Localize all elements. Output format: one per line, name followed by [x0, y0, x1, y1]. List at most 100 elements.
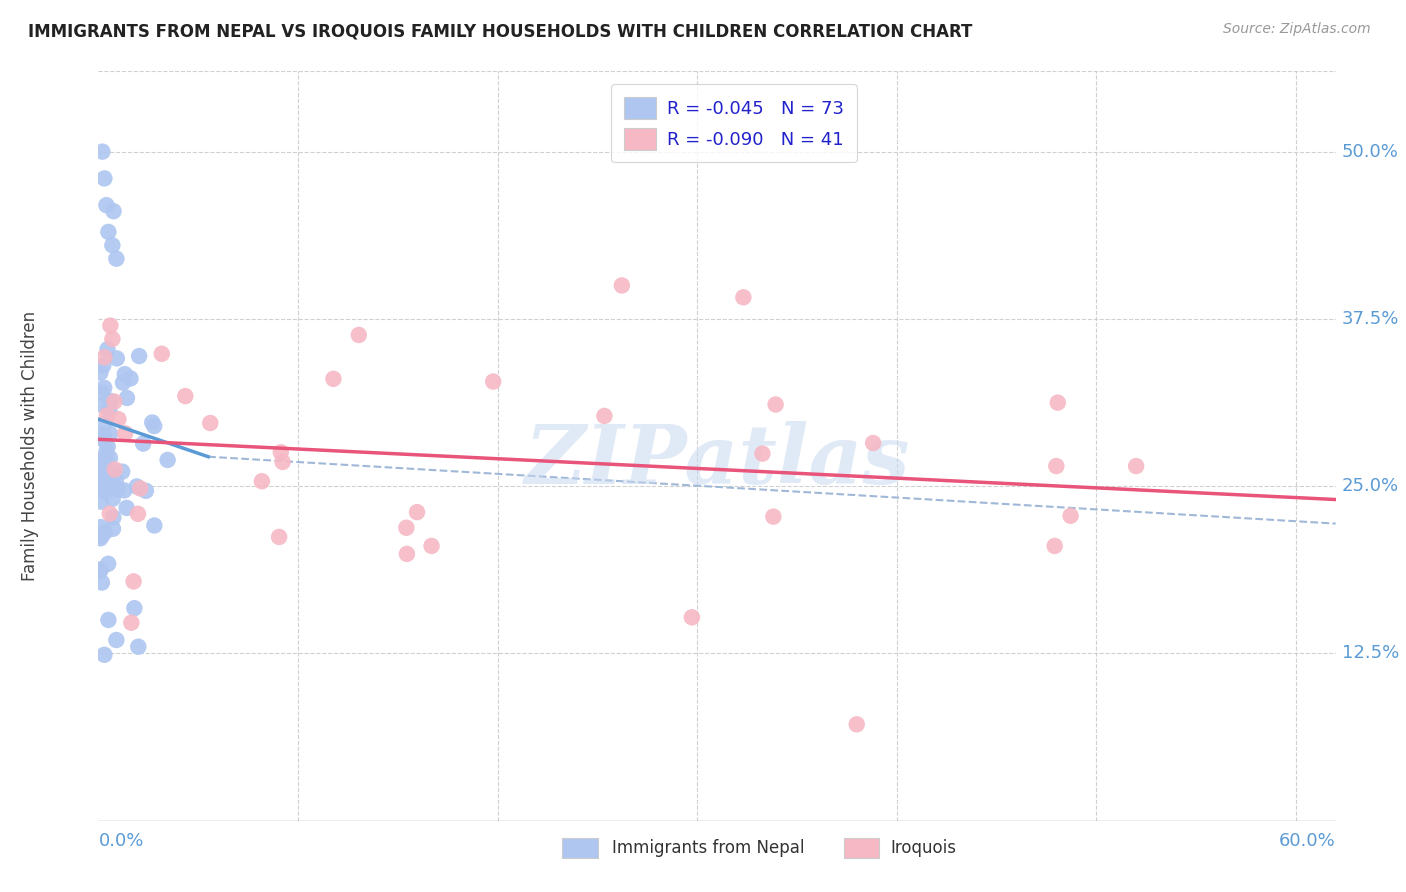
Point	[90, 575, 112, 590]
Point	[129, 482, 152, 496]
Point	[89, 468, 111, 483]
Point	[103, 510, 125, 524]
Point	[120, 371, 142, 385]
FancyBboxPatch shape	[562, 838, 598, 858]
Point	[127, 507, 149, 521]
Point	[100, 482, 122, 496]
Text: Source: ZipAtlas.com: Source: ZipAtlas.com	[1223, 22, 1371, 37]
Point	[112, 483, 135, 498]
Point	[482, 375, 505, 389]
Point	[420, 539, 443, 553]
Point	[103, 394, 125, 409]
Point	[93, 648, 115, 662]
Point	[93, 417, 115, 432]
Point	[762, 509, 785, 524]
Point	[395, 547, 418, 561]
FancyBboxPatch shape	[844, 838, 879, 858]
Point	[135, 483, 157, 498]
Point	[89, 475, 111, 490]
Point	[395, 521, 418, 535]
Point	[156, 453, 179, 467]
Point	[111, 465, 134, 479]
Point	[100, 471, 122, 485]
Point	[103, 204, 125, 219]
Point	[610, 278, 633, 293]
Point	[97, 225, 120, 239]
Point	[122, 574, 145, 589]
Point	[104, 462, 127, 476]
Point	[751, 447, 773, 461]
Point	[125, 479, 148, 493]
Point	[94, 457, 117, 471]
Text: Immigrants from Nepal: Immigrants from Nepal	[612, 839, 804, 857]
Point	[101, 466, 124, 480]
Point	[143, 419, 166, 434]
Point	[250, 474, 273, 488]
Point	[96, 343, 118, 357]
Point	[1045, 459, 1067, 474]
Point	[93, 381, 115, 395]
Point	[97, 557, 120, 571]
Point	[200, 416, 222, 430]
Point	[105, 351, 128, 366]
Point	[89, 366, 111, 380]
Point	[93, 484, 115, 499]
Point	[1043, 539, 1066, 553]
Point	[93, 171, 115, 186]
Point	[271, 455, 294, 469]
Text: 12.5%: 12.5%	[1341, 644, 1399, 663]
Point	[107, 412, 129, 426]
Point	[114, 367, 136, 381]
Point	[89, 563, 111, 577]
Text: Family Households with Children: Family Households with Children	[21, 311, 39, 581]
Point	[143, 518, 166, 533]
Point	[1046, 395, 1069, 409]
Point	[89, 471, 111, 485]
Point	[845, 717, 868, 731]
Point	[107, 483, 129, 497]
Point	[269, 530, 291, 544]
Text: ZIPatlas: ZIPatlas	[524, 421, 910, 501]
Text: 25.0%: 25.0%	[1341, 477, 1399, 495]
Point	[593, 409, 616, 423]
Point	[1059, 508, 1081, 523]
Point	[91, 145, 114, 159]
Point	[91, 385, 114, 400]
Point	[89, 531, 111, 545]
Point	[89, 429, 111, 443]
Text: 37.5%: 37.5%	[1341, 310, 1399, 328]
Point	[105, 633, 128, 648]
Point	[90, 474, 112, 488]
Point	[90, 458, 112, 472]
Point	[101, 491, 124, 506]
Point	[90, 494, 112, 508]
Point	[89, 427, 111, 442]
Point	[105, 252, 128, 266]
Point	[98, 450, 121, 465]
Point	[100, 318, 122, 333]
Point	[89, 562, 111, 576]
Point	[93, 525, 115, 540]
Point	[115, 500, 138, 515]
Point	[98, 402, 121, 417]
Point	[1125, 459, 1147, 474]
Point	[150, 347, 173, 361]
Point	[91, 431, 114, 445]
Point	[132, 436, 155, 450]
Point	[124, 601, 146, 615]
Point	[96, 445, 118, 459]
Point	[90, 520, 112, 534]
Point	[174, 389, 197, 403]
Point	[93, 434, 115, 448]
Point	[98, 507, 121, 521]
Text: IMMIGRANTS FROM NEPAL VS IROQUOIS FAMILY HOUSEHOLDS WITH CHILDREN CORRELATION CH: IMMIGRANTS FROM NEPAL VS IROQUOIS FAMILY…	[28, 22, 973, 40]
Point	[98, 426, 121, 441]
Point	[97, 613, 120, 627]
Point	[862, 436, 884, 450]
Text: 60.0%: 60.0%	[1279, 832, 1336, 850]
Point	[128, 349, 150, 363]
Point	[127, 640, 149, 654]
Point	[733, 290, 755, 304]
Point	[101, 522, 124, 536]
Point	[96, 409, 118, 423]
